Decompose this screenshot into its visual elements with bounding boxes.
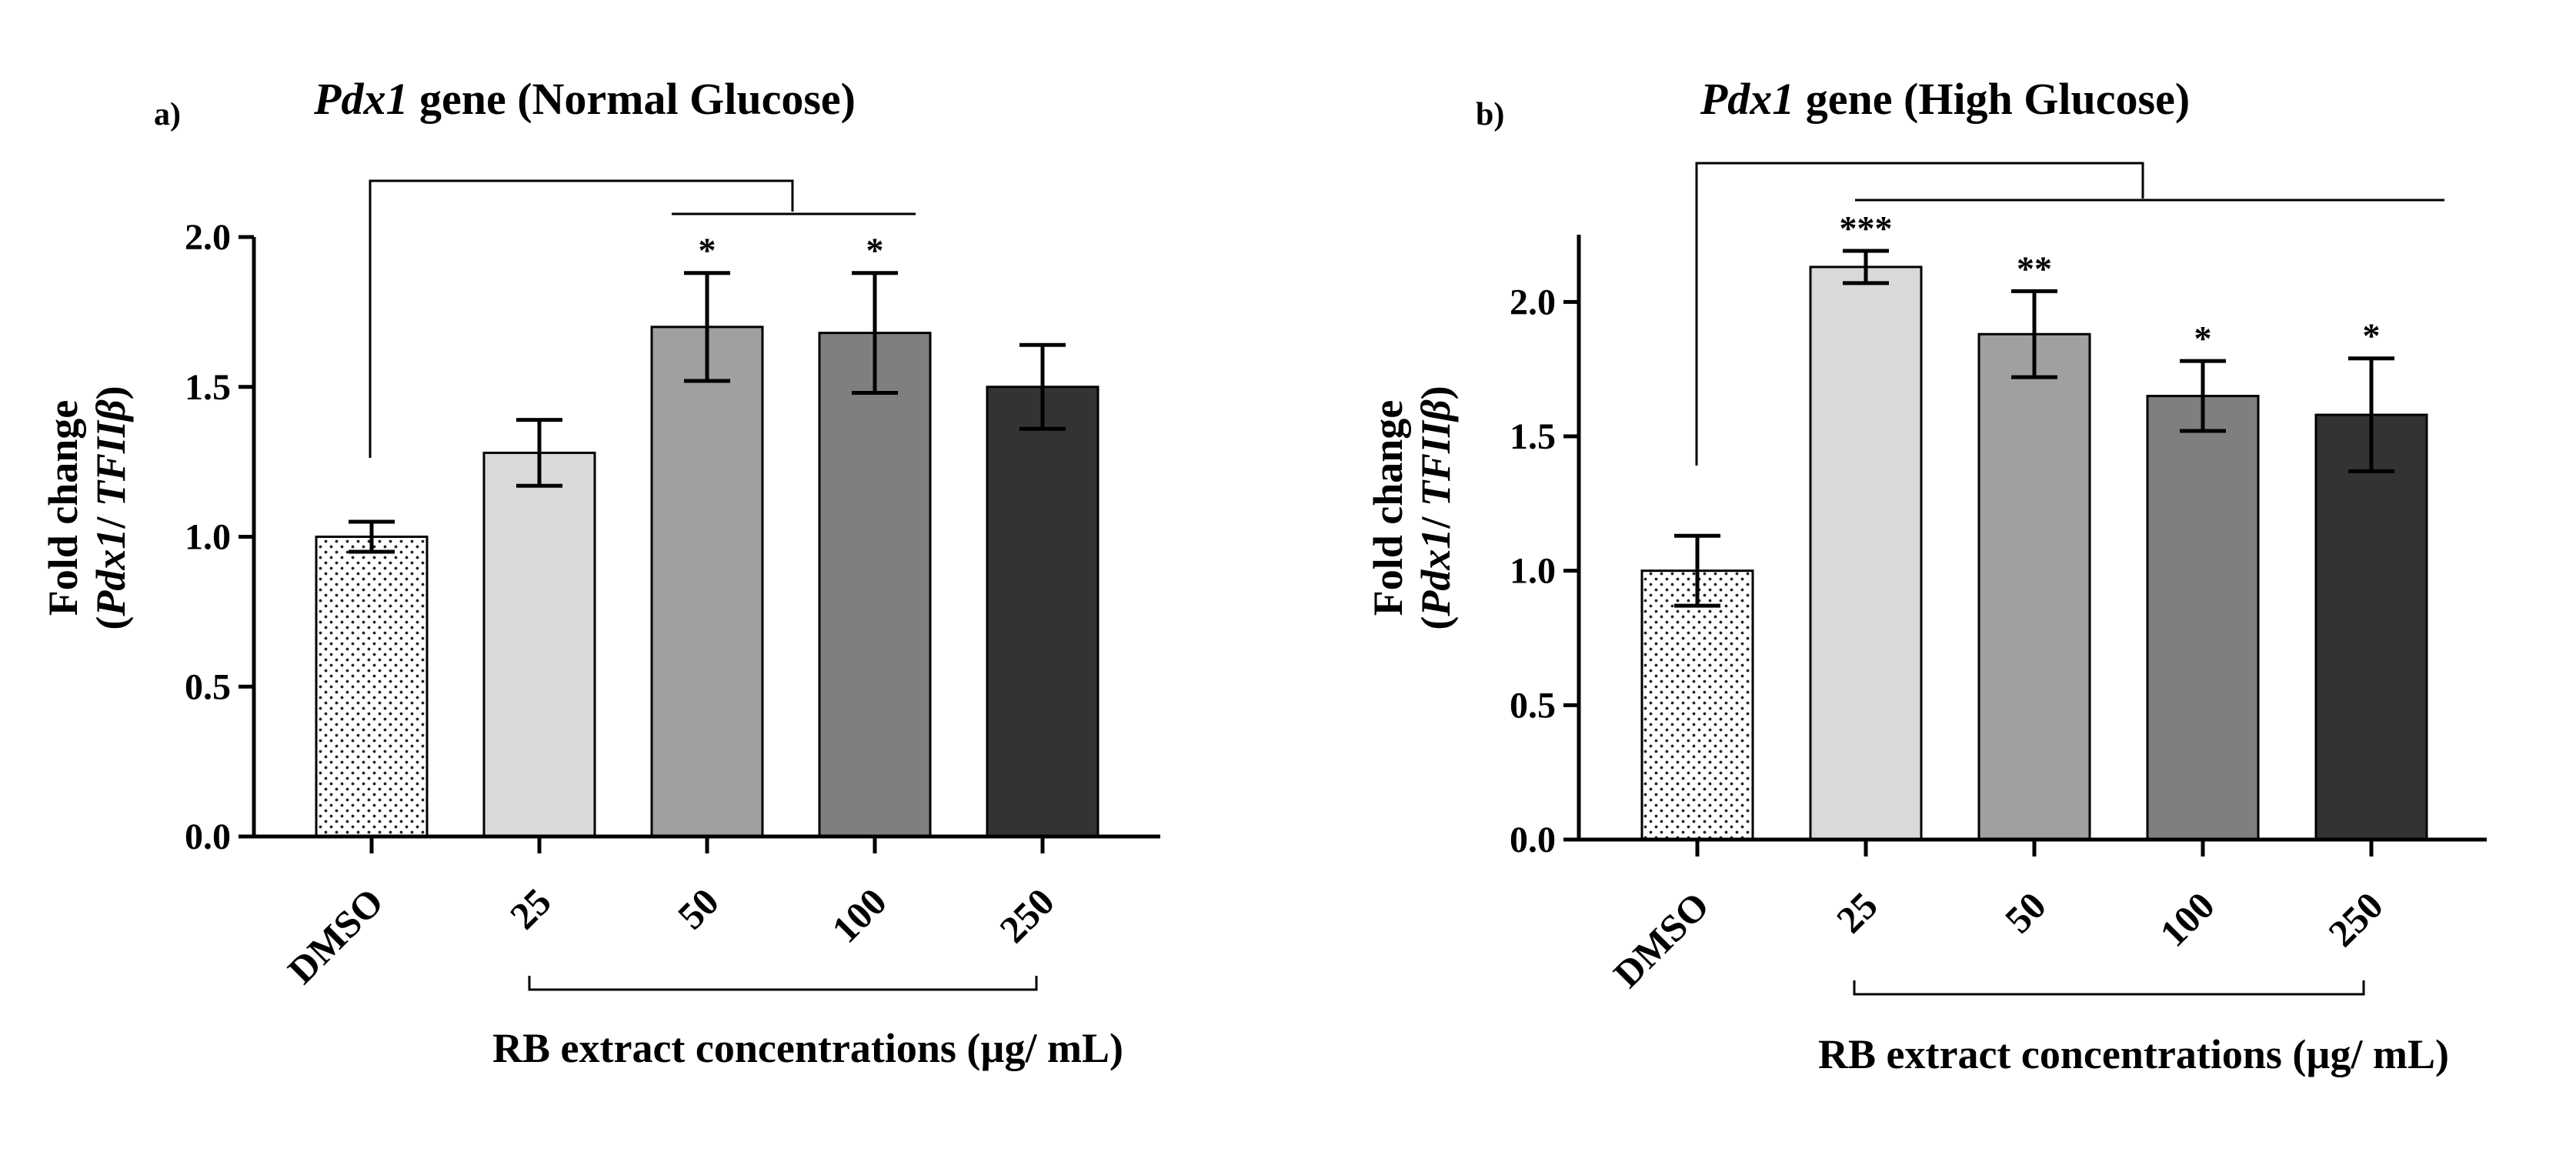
panel-b-category-label-100: 100 (2151, 883, 2223, 955)
panel-b-high-glucose: b) Pdx1 gene (High Glucose) Fold change … (1365, 74, 2487, 1077)
panel-b-bar-100 (2146, 395, 2260, 841)
panel-a-normal-glucose: a) Pdx1 gene (Normal Glucose) Fold chang… (40, 74, 1160, 1071)
panel-b-y-tick-label: 1.5 (1510, 416, 1556, 457)
panel-a-bar-250 (986, 386, 1099, 838)
panel-b-y-tick-label: 2.0 (1510, 282, 1556, 322)
panel-a-bar-dmso (315, 536, 429, 838)
panel-a-y-tick-label: 0.0 (185, 816, 231, 857)
panel-b-y-axis-title-line1: Fold change (1365, 400, 1411, 616)
panel-b-y-tick-label: 0.5 (1510, 685, 1556, 726)
panel-a-significance-mark: * (699, 231, 716, 270)
panel-a-y-tick-label: 0.5 (185, 666, 231, 707)
panel-a-bar-25 (482, 451, 596, 838)
panel-b-category-label-50: 50 (1997, 883, 2054, 941)
panel-b-bar-50 (1977, 332, 2091, 841)
panel-b-y-axis-title: Fold change (Pdx1/ TFIIβ) (1365, 386, 1459, 629)
panel-b-significance-mark: * (2194, 319, 2212, 358)
panel-a-y-axis-title-line2: (Pdx1/ TFIIβ) (88, 386, 134, 629)
panel-b-bar-dmso (1640, 569, 1754, 841)
panel-b-label: b) (1476, 97, 1504, 132)
panel-a-title: Pdx1 gene (Normal Glucose) (313, 74, 856, 124)
panel-a-significance-mark: * (866, 231, 884, 270)
panel-a-concentration-bracket (528, 976, 1038, 991)
panel-b-category-label-250: 250 (2320, 883, 2391, 955)
panel-a-category-label-25: 25 (502, 880, 559, 937)
panel-a-category-label-dmso: DMSO (279, 880, 392, 992)
panel-b-significance-bracket (1695, 162, 2144, 466)
panel-a-y-axis-title-line1: Fold change (40, 400, 86, 616)
panel-a-category-label-250: 250 (991, 880, 1063, 951)
panel-b-bar-25 (1809, 265, 1923, 841)
panel-b-y-tick-label: 1.0 (1510, 551, 1556, 592)
panel-a-y-tick-label: 1.5 (185, 367, 231, 408)
panel-b-y-tick-label: 0.0 (1510, 820, 1556, 860)
panel-b-title: Pdx1 gene (High Glucose) (1700, 74, 2190, 124)
panel-a-label: a) (154, 97, 181, 132)
panel-a-bar-50 (650, 326, 764, 838)
panel-a-y-axis-title: Fold change (Pdx1/ TFIIβ) (40, 386, 134, 629)
panel-a-bar-100 (818, 332, 932, 838)
panel-b-category-label-25: 25 (1828, 883, 1886, 941)
panel-a-category-label-50: 50 (669, 880, 727, 937)
panel-b-x-axis-title: RB extract concentrations (µg/ mL) (1818, 1031, 2449, 1077)
panel-a-x-axis-title: RB extract concentrations (µg/ mL) (492, 1025, 1123, 1071)
panel-b-significance-mark: * (2363, 316, 2381, 356)
panel-b-concentration-bracket (1853, 980, 2365, 996)
panel-a-significance-bracket (369, 179, 794, 458)
panel-b-y-axis-title-line2: (Pdx1/ TFIIβ) (1413, 386, 1459, 629)
panel-a-y-tick-label: 1.0 (185, 517, 231, 558)
panel-a-category-label-100: 100 (823, 880, 895, 951)
panel-b-significance-mark: *** (1840, 209, 1893, 248)
panel-b-bar-250 (2314, 413, 2428, 841)
panel-a-y-tick-label: 2.0 (185, 217, 231, 258)
panel-b-category-label-dmso: DMSO (1605, 883, 1717, 996)
panel-b-significance-mark: ** (2017, 249, 2052, 288)
